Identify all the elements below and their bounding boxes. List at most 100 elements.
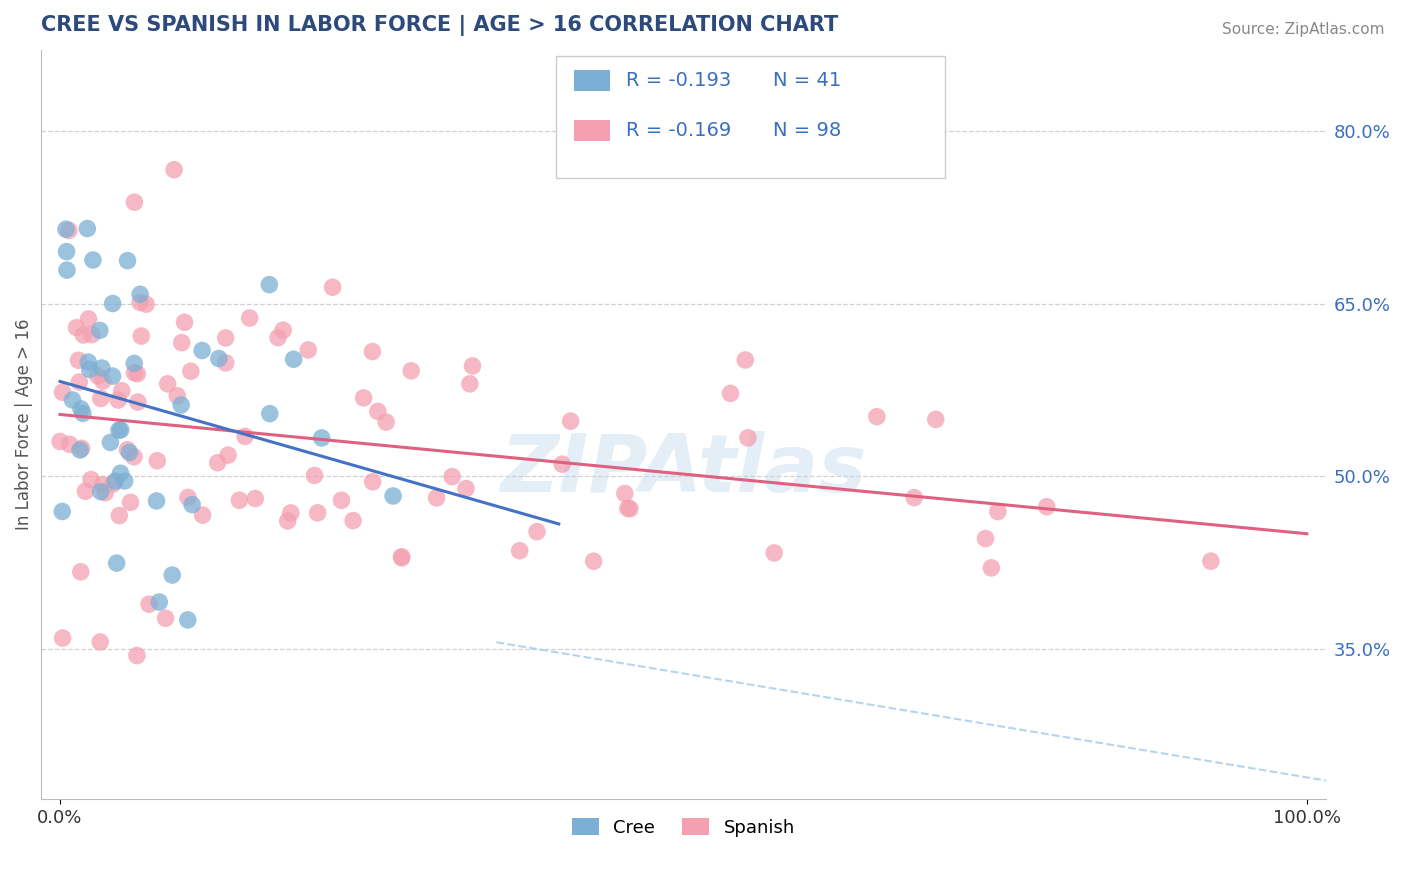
Point [49,434,72,449]
Point [208,351,231,366]
Point [79,362,101,376]
Point [866,409,889,424]
Text: R = -0.193: R = -0.193 [626,70,731,90]
Text: R = -0.169: R = -0.169 [626,121,731,140]
Point [1199,554,1222,568]
Point [87,368,110,383]
Point [110,423,132,437]
Point [582,554,605,568]
Point [277,514,299,528]
Point [56,263,79,277]
Point [110,467,132,481]
Point [441,469,464,483]
Point [55,244,77,259]
Point [987,505,1010,519]
Point [177,613,200,627]
Point [75,484,97,499]
Point [734,353,756,368]
Point [458,376,481,391]
Point [146,454,169,468]
Point [177,491,200,505]
Point [55,222,77,236]
Text: N = 41: N = 41 [773,70,842,90]
Point [94,485,117,500]
Point [129,329,152,343]
Point [104,474,127,488]
Point [560,414,582,428]
Point [118,445,141,459]
Point [367,404,389,418]
Point [67,375,90,389]
Point [763,546,786,560]
Point [105,556,128,570]
Point [90,392,112,406]
Point [62,392,84,407]
Point [166,389,188,403]
Point [509,543,531,558]
Point [283,352,305,367]
Point [526,524,548,539]
Point [101,296,124,310]
Point [454,482,477,496]
Point [903,491,925,505]
Point [124,195,146,210]
Point [108,423,131,437]
Point [191,508,214,522]
Point [129,295,152,310]
Point [619,501,641,516]
Point [271,323,294,337]
Point [107,392,129,407]
Point [170,398,193,412]
Point [233,429,256,443]
Point [160,568,183,582]
Bar [574,70,610,91]
Point [108,508,131,523]
Point [80,327,103,342]
Point [163,162,186,177]
Text: CREE VS SPANISH IN LABOR FORCE | AGE > 16 CORRELATION CHART: CREE VS SPANISH IN LABOR FORCE | AGE > 1… [41,15,838,36]
Point [117,253,139,268]
Point [69,443,91,458]
Point [720,386,742,401]
Point [155,611,177,625]
Point [613,486,636,500]
Point [214,331,236,345]
Bar [574,120,610,141]
Point [91,477,114,491]
Point [974,532,997,546]
Point [129,287,152,301]
Point [125,648,148,663]
Point [207,456,229,470]
Point [259,407,281,421]
Point [122,450,145,464]
Point [280,506,302,520]
Point [361,475,384,489]
Point [382,489,405,503]
Point [100,435,122,450]
Point [353,391,375,405]
Point [145,494,167,508]
Point [122,356,145,370]
Point [114,474,136,488]
Point [124,366,146,380]
Point [101,369,124,384]
Point [65,320,87,334]
Point [138,597,160,611]
Point [297,343,319,357]
Legend: Cree, Spanish: Cree, Spanish [562,809,804,846]
Point [52,631,75,645]
Point [72,406,94,420]
Text: Source: ZipAtlas.com: Source: ZipAtlas.com [1222,22,1385,37]
Point [173,315,195,329]
Point [180,364,202,378]
Point [925,412,948,426]
Point [239,311,262,326]
Point [135,297,157,311]
FancyBboxPatch shape [557,55,945,178]
Point [170,335,193,350]
Point [77,355,100,369]
Point [391,549,413,564]
Point [330,493,353,508]
Point [245,491,267,506]
Point [191,343,214,358]
